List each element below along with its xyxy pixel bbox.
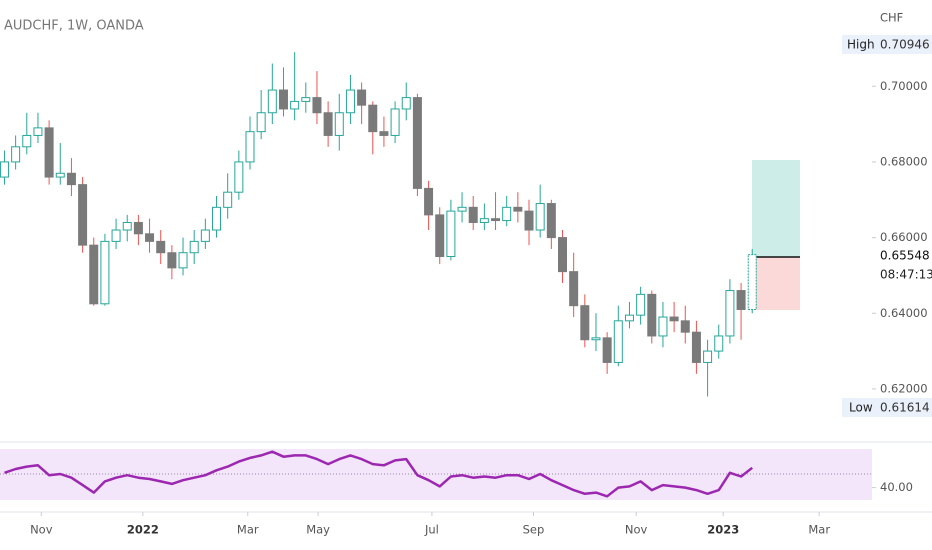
candle-body (736, 290, 746, 310)
candle-body (89, 244, 99, 305)
candle-body (223, 191, 233, 208)
candle-body (22, 134, 32, 148)
candle-body (234, 161, 244, 193)
candle-body (345, 89, 355, 114)
high-box (842, 35, 932, 54)
candle-body (256, 112, 266, 133)
candle-body (412, 97, 422, 189)
candle-body (691, 331, 701, 363)
x-tick-label: Nov (30, 523, 53, 537)
target-zone (752, 160, 800, 257)
x-tick-label: 2022 (127, 523, 159, 537)
high-price: 0.70946 (880, 38, 930, 52)
candle-body (714, 335, 724, 352)
y-tick-label: 0.66000 (880, 230, 928, 244)
last-price: 0.65548 (880, 249, 930, 263)
candle-body (100, 240, 110, 305)
candle-body (725, 290, 735, 337)
candle-body (680, 320, 690, 333)
high-label: High (847, 38, 875, 52)
candle-body (580, 305, 590, 341)
chart-title: AUDCHF, 1W, OANDA (4, 19, 144, 34)
candle-body (535, 203, 545, 231)
x-tick-label: Jul (424, 523, 439, 537)
candle-body (55, 172, 65, 178)
candle-body (111, 229, 121, 242)
candle-body (669, 316, 679, 322)
x-tick-label: May (306, 523, 330, 537)
candle-body (591, 337, 601, 341)
candle-body (357, 89, 367, 106)
candle-body (424, 187, 434, 216)
candle-body (334, 112, 344, 136)
candle-body (569, 271, 579, 307)
candle-body (703, 350, 713, 363)
x-tick-label: Mar (808, 523, 830, 537)
y-tick-label: 0.70000 (880, 79, 928, 93)
x-tick-label: 2023 (707, 523, 739, 537)
stop-zone (752, 257, 800, 310)
rsi-line (4, 450, 753, 498)
candle-body (200, 229, 210, 242)
candle-body (546, 203, 556, 239)
candle-body (747, 254, 757, 310)
low-label: Low (849, 401, 873, 415)
candle-body (524, 210, 534, 231)
x-tick-label: Nov (625, 523, 648, 537)
candle-body (558, 237, 567, 273)
candle-body (133, 221, 143, 235)
candle-body (446, 210, 456, 258)
candle-body (401, 97, 411, 110)
candle-body (658, 316, 668, 337)
rsi-tick-label: 40.00 (880, 480, 913, 494)
candle-body (379, 131, 389, 136)
y-tick-label: 0.62000 (880, 381, 928, 395)
candle-body (189, 240, 199, 254)
countdown: 08:47:13 (880, 268, 932, 282)
candle-body (602, 337, 612, 363)
candle-body (0, 161, 9, 178)
candle-body (33, 127, 43, 136)
y-tick-label: 0.64000 (880, 306, 928, 320)
candle-body (167, 252, 177, 269)
candle-body (301, 97, 311, 102)
candle-body (156, 240, 166, 254)
candle-body (368, 104, 378, 133)
candle-body (479, 218, 489, 223)
low-box (842, 398, 932, 417)
candle-body (613, 320, 623, 363)
candle-body (435, 214, 445, 258)
candle-body (122, 221, 132, 231)
candle-body (468, 206, 478, 223)
candle-body (312, 97, 322, 114)
y-tick-label: 0.68000 (880, 154, 928, 168)
candle-body (636, 293, 646, 316)
candle-body (145, 233, 155, 242)
candle-body (212, 206, 222, 231)
candle-body (278, 89, 288, 110)
candle-body (66, 172, 76, 186)
candle-body (78, 184, 88, 246)
candle-body (178, 252, 188, 269)
candle-body (44, 127, 54, 178)
currency: CHF (880, 11, 903, 25)
candle-body (647, 293, 657, 337)
candle-body (502, 206, 512, 222)
candle-body (323, 112, 333, 136)
candle-body (245, 131, 255, 163)
x-tick-label: Mar (237, 523, 259, 537)
candle-body (267, 89, 277, 114)
candle-body (513, 206, 523, 212)
candle-body (491, 218, 501, 222)
x-tick-label: Sep (523, 523, 545, 537)
candle-body (624, 314, 634, 322)
candle-body (390, 108, 400, 136)
candle-body (457, 206, 467, 212)
candle-body (290, 100, 300, 110)
low-price: 0.61614 (880, 401, 930, 415)
candle-body (11, 146, 21, 163)
